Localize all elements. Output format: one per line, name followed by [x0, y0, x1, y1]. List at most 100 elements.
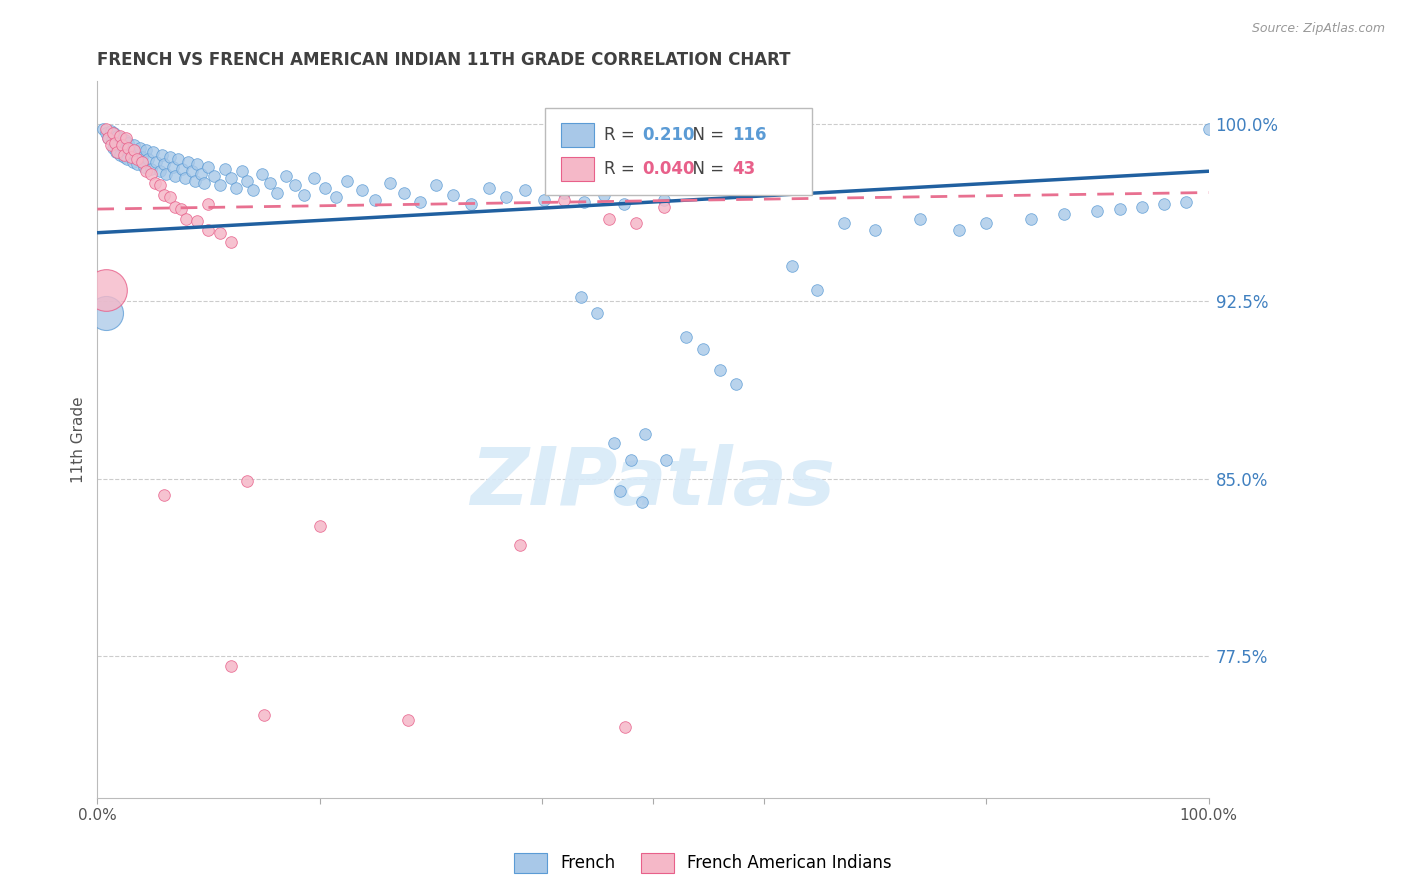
- Point: [219, 171, 242, 186]
- Point: [111, 131, 134, 145]
- Point: [120, 150, 142, 164]
- Point: [236, 174, 259, 188]
- Point: [350, 183, 373, 197]
- Point: [219, 658, 242, 673]
- Point: [219, 235, 242, 250]
- Point: [284, 178, 307, 193]
- Point: [153, 488, 176, 502]
- Point: [101, 127, 124, 141]
- Point: [378, 176, 401, 190]
- Point: [276, 169, 298, 183]
- Point: [259, 176, 281, 190]
- Point: [148, 178, 170, 193]
- Point: [495, 190, 517, 204]
- Point: [1053, 207, 1076, 221]
- Point: [131, 154, 153, 169]
- Point: [1175, 194, 1198, 209]
- Point: [148, 164, 170, 178]
- Point: [634, 426, 657, 441]
- Point: [170, 202, 193, 216]
- Point: [111, 140, 134, 154]
- Point: [115, 143, 138, 157]
- Point: [96, 127, 118, 141]
- Point: [533, 193, 555, 207]
- Point: [1108, 202, 1130, 216]
- Point: [117, 153, 139, 167]
- Point: [613, 197, 636, 211]
- Point: [139, 161, 162, 176]
- Point: [135, 164, 157, 178]
- Point: [780, 259, 803, 273]
- Point: [170, 161, 193, 176]
- Point: [108, 128, 131, 143]
- Text: R =: R =: [605, 126, 640, 145]
- Point: [122, 143, 145, 157]
- Point: [553, 186, 575, 200]
- Point: [460, 197, 482, 211]
- Point: [100, 124, 122, 138]
- Text: 0.210: 0.210: [643, 126, 695, 145]
- Point: [908, 211, 931, 226]
- Point: [165, 200, 187, 214]
- FancyBboxPatch shape: [546, 108, 811, 195]
- Point: [105, 145, 128, 160]
- Text: N =: N =: [682, 160, 730, 178]
- Point: [105, 145, 128, 160]
- Point: [97, 131, 120, 145]
- Point: [127, 157, 149, 171]
- Point: [114, 133, 136, 147]
- Point: [1130, 200, 1153, 214]
- Point: [135, 143, 157, 157]
- Point: [236, 474, 259, 488]
- Point: [177, 154, 200, 169]
- Point: [111, 138, 134, 153]
- Point: [91, 121, 114, 136]
- Point: [569, 290, 592, 304]
- Point: [598, 211, 620, 226]
- Point: [266, 186, 288, 200]
- Point: [408, 194, 430, 209]
- Point: [553, 193, 575, 207]
- Point: [108, 147, 131, 161]
- Point: [976, 216, 998, 230]
- Text: N =: N =: [682, 126, 730, 145]
- Point: [1019, 211, 1042, 226]
- Point: [314, 181, 336, 195]
- Point: [115, 131, 138, 145]
- Point: [631, 495, 654, 509]
- Point: [253, 708, 276, 723]
- Point: [302, 171, 325, 186]
- Point: [162, 160, 184, 174]
- Point: [167, 153, 190, 167]
- Point: [96, 306, 118, 320]
- Point: [208, 178, 231, 193]
- Point: [692, 342, 714, 356]
- Legend: French, French American Indians: French, French American Indians: [508, 847, 898, 880]
- Point: [392, 186, 415, 200]
- Point: [425, 178, 447, 193]
- Point: [104, 136, 127, 150]
- Point: [863, 223, 886, 237]
- Point: [117, 140, 139, 154]
- Point: [609, 483, 631, 498]
- Text: ZIPatlas: ZIPatlas: [471, 443, 835, 522]
- Point: [122, 154, 145, 169]
- Point: [124, 147, 146, 161]
- Text: 116: 116: [733, 126, 766, 145]
- Point: [105, 128, 128, 143]
- Point: [143, 176, 166, 190]
- Point: [515, 183, 537, 197]
- Point: [128, 140, 150, 154]
- Point: [145, 154, 167, 169]
- Point: [1153, 197, 1175, 211]
- Point: [122, 138, 145, 153]
- Point: [153, 157, 176, 171]
- Point: [398, 713, 420, 727]
- Point: [190, 167, 212, 181]
- Point: [159, 190, 181, 204]
- Text: FRENCH VS FRENCH AMERICAN INDIAN 11TH GRADE CORRELATION CHART: FRENCH VS FRENCH AMERICAN INDIAN 11TH GR…: [97, 51, 790, 69]
- Point: [180, 164, 202, 178]
- Point: [127, 153, 149, 167]
- Point: [652, 200, 675, 214]
- Point: [197, 223, 219, 237]
